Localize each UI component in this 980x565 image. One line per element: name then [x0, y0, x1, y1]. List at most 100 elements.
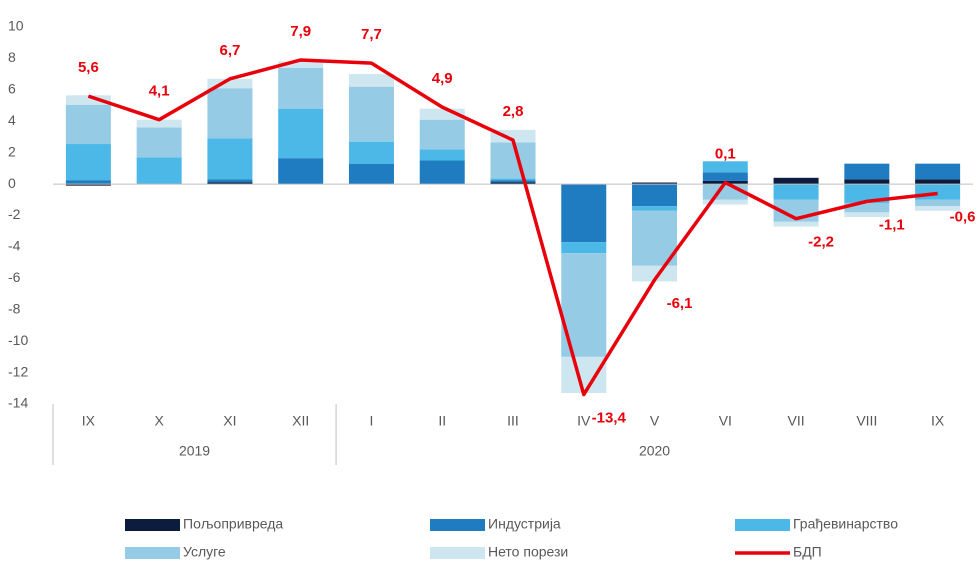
bar-segment [278, 158, 324, 185]
bar-segment [278, 108, 324, 159]
bar-segment [348, 74, 394, 87]
legend-label: Нето порези [488, 544, 568, 560]
bar-segment [490, 178, 536, 181]
bar-segment [632, 265, 678, 282]
legend-swatch [125, 547, 180, 559]
bar-segment [348, 86, 394, 142]
bar-segment [915, 199, 961, 207]
data-label: 6,7 [219, 42, 240, 59]
bar-segment [490, 180, 536, 183]
data-label: -0,6 [950, 208, 976, 225]
bar-segment [278, 61, 324, 68]
data-label: 5,6 [78, 59, 99, 76]
bar-segment [65, 180, 111, 185]
y-tick-label: 10 [8, 18, 24, 34]
y-tick-label: -14 [8, 395, 28, 411]
bar-segment [844, 184, 890, 203]
bar-segment [915, 206, 961, 211]
x-tick-label: III [507, 413, 519, 429]
bar-segment [65, 104, 111, 145]
bar-segment [702, 161, 748, 173]
bar-segment [419, 160, 465, 185]
data-label: 0,1 [715, 145, 736, 162]
group-label: 2019 [179, 443, 210, 459]
legend-swatch [430, 547, 485, 559]
bar-segment [844, 179, 890, 185]
y-tick-label: -12 [8, 363, 28, 379]
bar-segment [915, 184, 961, 200]
x-tick-label: II [438, 413, 446, 429]
bar-segment [207, 88, 253, 139]
data-label: -6,1 [667, 295, 693, 312]
bar-segment [632, 206, 678, 211]
x-tick-label: V [650, 413, 660, 429]
legend-label: Индустрија [488, 516, 561, 532]
bar-segment [773, 184, 819, 200]
legend-label: Грађевинарство [793, 516, 898, 532]
y-tick-label: -10 [8, 332, 28, 348]
x-tick-label: XI [223, 413, 236, 429]
legend-label: Услуге [183, 544, 226, 560]
bar-segment [348, 141, 394, 164]
bar-segment [136, 157, 182, 185]
y-tick-label: 2 [8, 143, 16, 159]
bar-segment [773, 177, 819, 185]
x-tick-label: VII [788, 413, 805, 429]
data-label: -1,1 [879, 216, 905, 233]
bar-segment [490, 142, 536, 179]
bar-segment [65, 95, 111, 105]
data-label: 2,8 [503, 103, 524, 120]
data-label: 7,7 [361, 26, 382, 43]
legend-swatch [125, 519, 180, 531]
data-label: 7,9 [290, 23, 311, 40]
bar-segment [632, 184, 678, 207]
bar-segment [419, 149, 465, 161]
x-tick-label: VIII [856, 413, 877, 429]
bar-segment [844, 163, 890, 180]
bar-segment [632, 182, 678, 185]
data-label: -2,2 [808, 234, 834, 251]
y-tick-label: 4 [8, 112, 16, 128]
group-label: 2020 [639, 443, 670, 459]
bar-segment [65, 144, 111, 181]
bar-segment [65, 184, 111, 186]
y-tick-label: 6 [8, 81, 16, 97]
bar-segment [419, 108, 465, 120]
bar-segment [915, 163, 961, 180]
legend-label: БДП [793, 544, 822, 560]
line [87, 58, 938, 397]
bar-segment [702, 199, 748, 205]
bar-segment [207, 179, 253, 183]
bar-segment [561, 242, 607, 254]
y-tick-label: 0 [8, 175, 16, 191]
bar-segment [561, 184, 607, 243]
x-tick-label: IV [577, 413, 591, 429]
x-tick-label: XII [292, 413, 309, 429]
x-tick-label: VI [719, 413, 732, 429]
bar-segment [278, 67, 324, 109]
legend-swatch [735, 519, 790, 531]
legend-label: Пољопривреда [183, 516, 283, 532]
bar-segment [207, 78, 253, 89]
bar-segment [773, 221, 819, 227]
x-tick-label: I [370, 413, 374, 429]
bar-segment [490, 182, 536, 185]
y-tick-label: -4 [8, 238, 21, 254]
bar-segment [136, 119, 182, 128]
y-tick-label: -6 [8, 269, 21, 285]
bar-segment [915, 179, 961, 185]
bar-segment [419, 119, 465, 150]
bar-segment [844, 202, 890, 213]
bar-segment [207, 182, 253, 185]
legend-swatch [430, 519, 485, 531]
bar-segment [207, 138, 253, 180]
data-label: -13,4 [592, 410, 627, 427]
bar-segment [136, 127, 182, 158]
bar-segment [844, 212, 890, 218]
data-label: 4,9 [432, 70, 453, 87]
bar-segment [561, 356, 607, 394]
x-tick-label: IX [931, 413, 945, 429]
y-tick-label: -8 [8, 300, 21, 316]
data-label: 4,1 [149, 83, 170, 100]
